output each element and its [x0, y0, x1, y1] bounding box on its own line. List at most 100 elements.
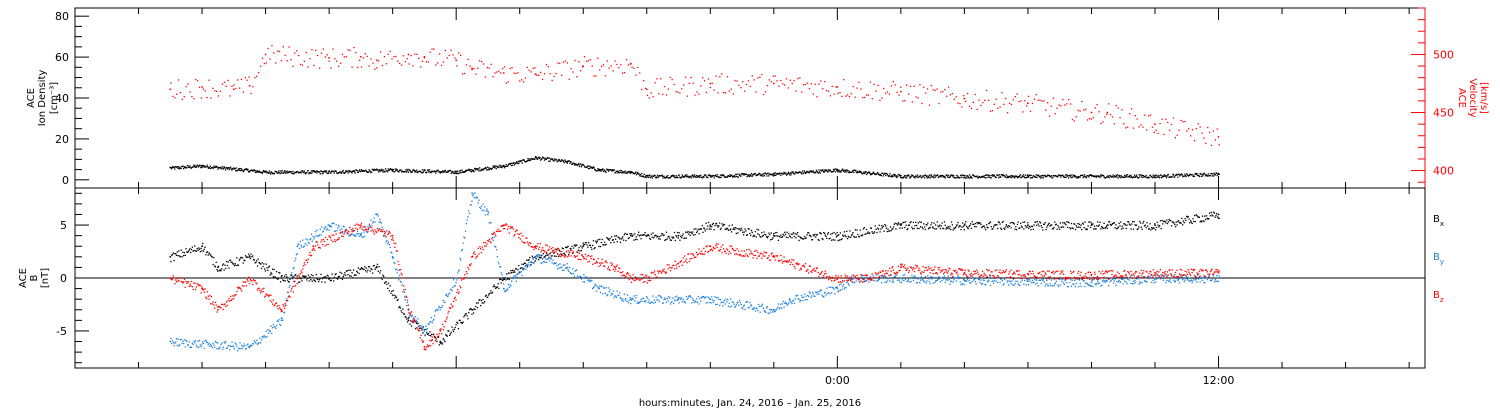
field-series-bx-point — [275, 277, 277, 279]
density-series-point — [653, 175, 655, 177]
density-series-point — [412, 169, 414, 171]
field-series-by-point — [711, 299, 714, 301]
field-series-bx-point — [843, 231, 845, 233]
field-series-bx-point — [1050, 224, 1052, 226]
field-series-by-point — [863, 278, 865, 281]
field-series-bx-point — [919, 221, 921, 223]
velocity-series-point — [768, 79, 770, 81]
velocity-series-point — [433, 48, 435, 50]
field-series-bx-point — [1018, 227, 1020, 229]
field-series-by-point — [696, 301, 699, 303]
field-series-by-point — [1132, 280, 1135, 282]
field-series-by-point — [1205, 276, 1207, 278]
density-series-point — [662, 177, 664, 179]
velocity-series-point — [993, 103, 995, 105]
density-series-point — [1114, 175, 1116, 177]
field-series-by-point — [260, 339, 263, 341]
field-series-by-point — [638, 302, 640, 304]
density-series-point — [198, 165, 200, 167]
velocity-series-point — [620, 64, 622, 66]
field-series-bx-point — [797, 235, 799, 237]
field-series-by-point — [866, 276, 868, 279]
velocity-series-point — [423, 57, 426, 59]
density-series-point — [1036, 176, 1038, 179]
field-series-bx-point — [858, 236, 861, 238]
density-series-point — [306, 172, 308, 174]
density-series-point — [618, 172, 621, 174]
field-series-by-point — [233, 346, 235, 348]
density-series-point — [853, 171, 855, 174]
field-series-by-point — [878, 278, 880, 280]
field-series-bx-point — [854, 229, 857, 231]
field-series-by-point — [997, 281, 999, 283]
density-series-point — [496, 166, 499, 168]
field-series-by-point — [1120, 278, 1123, 280]
field-series-bx-point — [1155, 226, 1158, 228]
density-series-point — [606, 169, 608, 171]
density-series-point — [976, 175, 978, 177]
field-series-bx-point — [521, 263, 523, 265]
density-series-point — [1112, 174, 1114, 176]
field-series-bx-point — [190, 251, 192, 254]
density-series-point — [1071, 177, 1073, 179]
density-series-point — [1188, 174, 1190, 177]
velocity-series-point — [841, 95, 843, 98]
field-series-bx-point — [1127, 221, 1129, 223]
density-series-point — [319, 173, 321, 175]
field-series-bx-point — [303, 276, 305, 278]
field-series-by-point — [1176, 277, 1178, 280]
field-series-by-point — [579, 275, 581, 278]
density-series-point — [921, 175, 924, 177]
field-series-bx-point — [1120, 228, 1123, 230]
density-series-point — [1054, 175, 1056, 177]
field-series-by-point — [871, 277, 873, 279]
field-series-bx-point — [260, 263, 262, 265]
velocity-series-point — [1216, 128, 1218, 130]
density-series-point — [790, 174, 792, 176]
field-series-bx-point — [194, 245, 196, 247]
field-series-bx-point — [1064, 223, 1066, 225]
field-series-bx-point — [496, 286, 498, 288]
field-series-bx-point — [1069, 227, 1071, 229]
density-series-point — [226, 168, 229, 170]
field-series-by-point — [316, 229, 318, 232]
field-series-bx-point — [696, 231, 698, 234]
field-series-by-point — [560, 267, 562, 269]
field-series-bx-point — [1201, 221, 1203, 223]
field-series-bx-point — [487, 296, 489, 298]
field-series-bx-point — [709, 226, 711, 228]
density-series-point — [364, 170, 366, 172]
field-series-by-point — [696, 298, 698, 300]
density-series-point — [228, 167, 230, 169]
field-series-bx-point — [243, 259, 245, 261]
field-series-by-point — [483, 210, 485, 212]
velocity-series-point — [282, 46, 284, 48]
velocity-series-point — [679, 92, 681, 94]
field-series-bx-point — [865, 233, 867, 235]
density-series-point — [295, 172, 297, 174]
density-series-point — [525, 161, 527, 163]
field-series-bx-point — [281, 275, 283, 277]
field-series-bx-point — [192, 250, 194, 252]
velocity-series-marker — [455, 59, 458, 62]
field-series-bx-point — [235, 264, 237, 267]
field-series-bx-point — [800, 237, 803, 239]
field-series-by-point — [765, 307, 768, 309]
field-series-bx-point — [860, 234, 862, 236]
velocity-series-point — [715, 75, 717, 77]
field-series-bx-point — [328, 278, 330, 280]
field-series-bx-point — [406, 321, 409, 323]
field-series-by-point — [237, 350, 239, 352]
field-series-bx-point — [664, 239, 666, 242]
field-series-bx-point — [811, 239, 814, 241]
field-series-bx-point — [198, 248, 201, 250]
field-series-bx-point — [1093, 225, 1096, 227]
density-series-point — [503, 167, 506, 169]
field-series-bx-point — [481, 302, 483, 304]
field-series-by-point — [954, 277, 957, 279]
field-series-bx-point — [809, 235, 811, 237]
field-series-by-point — [1074, 279, 1076, 281]
field-series-bx-point — [431, 339, 433, 341]
velocity-series-point — [200, 97, 203, 99]
field-series-by-point — [914, 275, 916, 278]
